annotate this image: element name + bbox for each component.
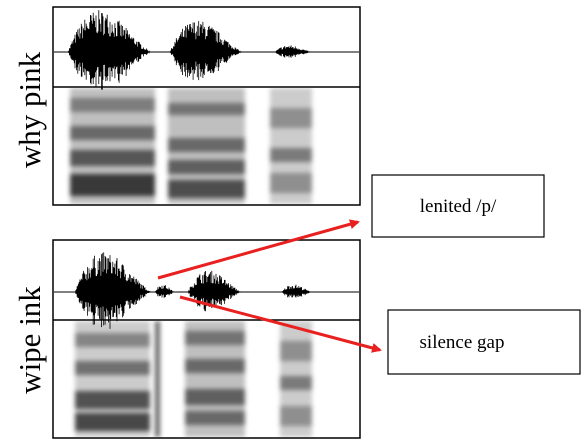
- spectrogram-band: [70, 126, 155, 140]
- spectrogram-band: [280, 406, 312, 426]
- waveform-trace: [68, 10, 311, 90]
- callout-label: silence gap: [420, 332, 505, 353]
- spectrogram-band: [270, 108, 312, 128]
- spectrogram-band: [168, 103, 245, 115]
- spectrogram-band: [70, 98, 155, 112]
- spectrogram-band: [75, 391, 150, 409]
- spectrogram-band: [75, 361, 150, 375]
- waveform-trace: [75, 252, 311, 329]
- spectrogram-band: [185, 359, 245, 373]
- spectrogram-band: [168, 138, 245, 152]
- spectrogram-band: [75, 413, 150, 431]
- spectrogram-band: [155, 321, 160, 437]
- waveform: [54, 10, 359, 90]
- page: why pink wipe ink lenited /p/ silence ga…: [0, 0, 582, 440]
- callout-label: lenited /p/: [420, 196, 497, 217]
- spectrogram-band: [270, 148, 312, 162]
- spectrogram-band: [185, 411, 245, 425]
- spectrogram-band: [70, 174, 155, 196]
- panel-label: wipe ink: [12, 286, 47, 394]
- spectrogram-band: [75, 333, 150, 347]
- spectrogram: [70, 88, 312, 204]
- spectrogram-band: [270, 173, 312, 193]
- spectrogram-band: [280, 341, 312, 361]
- spectrogram-band: [168, 160, 245, 174]
- spectrogram-band: [280, 376, 312, 390]
- arrow: [158, 222, 358, 278]
- spectrogram: [75, 321, 312, 437]
- figure: why pink wipe ink lenited /p/ silence ga…: [0, 0, 582, 440]
- spectrogram-band: [70, 150, 155, 166]
- spectrogram-band: [168, 180, 245, 198]
- panel-label: why pink: [12, 51, 47, 168]
- spectrogram-band: [185, 389, 245, 405]
- spectrogram-band: [185, 331, 245, 345]
